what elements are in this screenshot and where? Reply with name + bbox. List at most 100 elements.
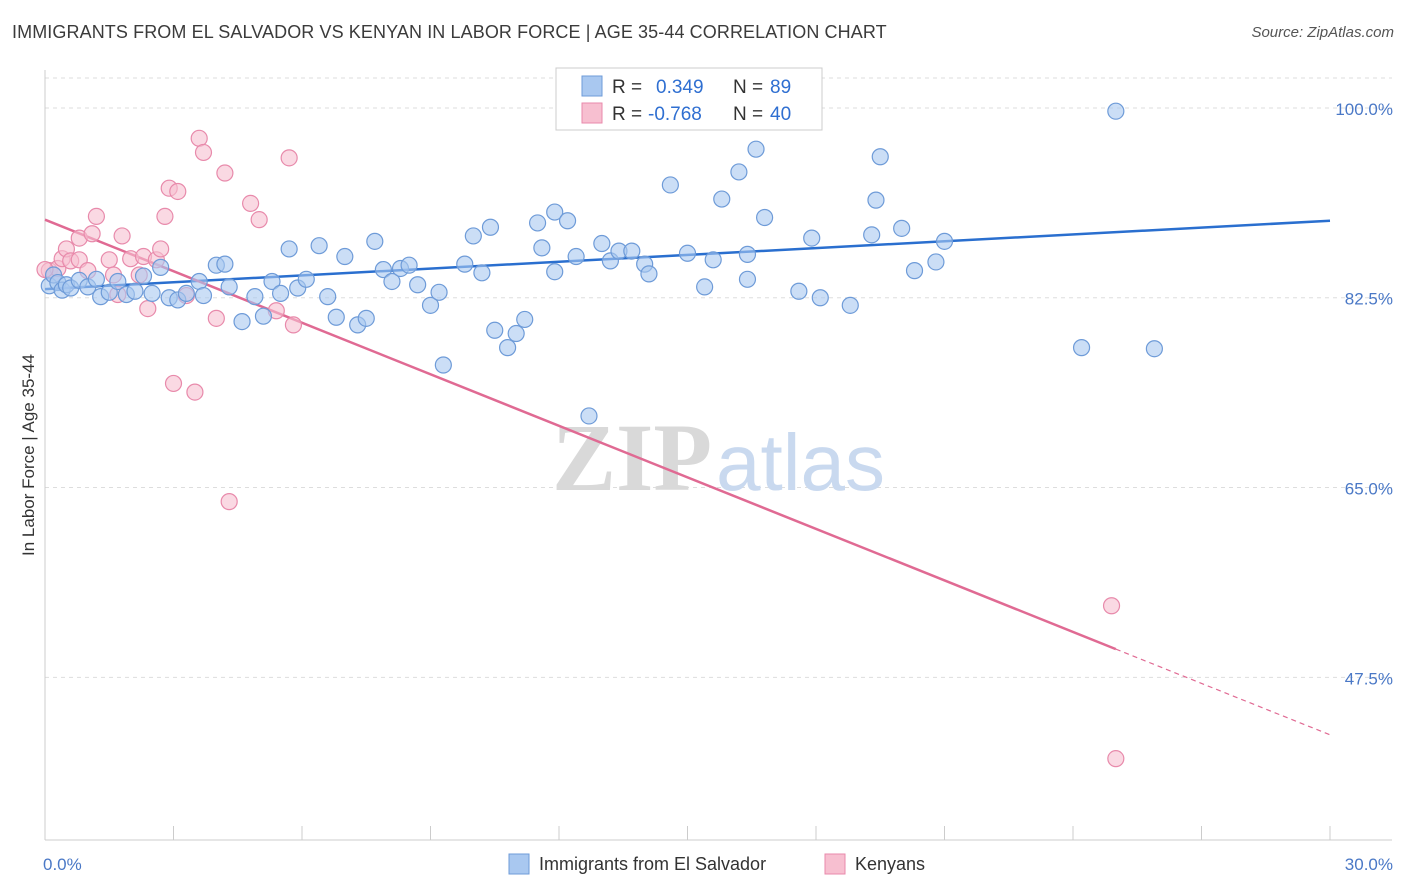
el-salvador-point: [421, 296, 440, 314]
el-salvador-point: [935, 232, 954, 250]
legend-blue-r-label: R =: [612, 77, 642, 98]
el-salvador-point: [109, 272, 127, 291]
kenyans-point: [87, 207, 106, 226]
el-salvador-point: [499, 339, 517, 357]
el-salvador-point: [546, 263, 564, 281]
legend-pink-swatch: [581, 102, 603, 124]
correlation-legend: R = 0.349 N = 89 R = -0.768 N = 40: [555, 67, 823, 131]
kenyans-point: [139, 299, 157, 318]
watermark-atlas: atlas: [716, 418, 885, 507]
el-salvador-point: [297, 270, 315, 288]
grid-lines: [45, 77, 1392, 678]
source-label: Source: ZipAtlas.com: [1251, 24, 1394, 41]
el-salvador-point: [374, 260, 392, 279]
kenyans-point: [1107, 750, 1125, 768]
kenyans-point: [250, 211, 268, 229]
legend-pink-r-value: -0.768: [648, 104, 702, 125]
kenyans-point: [216, 164, 234, 182]
el-salvador-point: [871, 148, 889, 166]
kenyans-point: [220, 493, 238, 511]
kenyans-point: [113, 227, 131, 245]
el-salvador-point: [280, 240, 298, 258]
x-tick-label: 0.0%: [43, 855, 82, 874]
kenyans-trend-extension: [1115, 648, 1331, 736]
el-salvador-point: [464, 227, 482, 245]
el-salvador-point: [533, 239, 551, 257]
el-salvador-point: [867, 191, 885, 209]
el-salvador-point: [713, 190, 731, 208]
el-salvador-point: [738, 270, 757, 288]
y-tick-label: 47.5%: [1345, 669, 1393, 688]
el-salvador-point: [194, 286, 213, 305]
kenyans-point: [83, 225, 101, 243]
kenyans-point: [152, 240, 170, 258]
el-salvador-point: [567, 247, 585, 266]
kenyans-point: [186, 383, 204, 401]
legend-blue-swatch: [581, 75, 603, 97]
y-tick-label: 82.5%: [1345, 290, 1393, 309]
watermark: ZIP atlas: [552, 404, 885, 511]
el-salvador-point: [863, 226, 881, 244]
el-salvador-point: [263, 272, 281, 291]
legend-pink-n-value: 40: [770, 104, 791, 125]
el-salvador-point: [747, 140, 765, 158]
series-legend: Immigrants from El Salvador Kenyans: [508, 853, 925, 875]
el-salvador-point: [473, 264, 491, 282]
bottom-legend-pink-swatch: [824, 853, 846, 875]
tick-labels: 100.0% 82.5% 65.0% 47.5% 0.0% 30.0%: [43, 100, 1393, 874]
el-salvador-point: [366, 232, 384, 250]
kenyans-point: [156, 207, 174, 226]
el-salvador-point: [383, 272, 401, 291]
kenyans-point: [169, 182, 187, 201]
kenyans-point: [242, 194, 260, 212]
chart-title: IMMIGRANTS FROM EL SALVADOR VS KENYAN IN…: [12, 22, 887, 42]
el-salvador-point: [927, 253, 945, 271]
legend-pink-n-label: N =: [733, 104, 763, 125]
el-salvador-point: [1145, 340, 1163, 358]
el-salvador-point: [400, 256, 418, 274]
el-salvador-point: [593, 234, 611, 253]
el-salvador-point: [580, 407, 598, 425]
el-salvador-point: [177, 284, 195, 303]
bottom-legend-blue-swatch: [508, 853, 530, 875]
el-salvador-point: [1107, 102, 1125, 120]
el-salvador-point: [430, 283, 448, 301]
legend-blue-r-value: 0.349: [656, 77, 704, 98]
el-salvador-point: [730, 163, 748, 181]
kenyans-point: [100, 251, 118, 269]
el-salvador-point: [409, 276, 427, 294]
el-salvador-point: [623, 242, 641, 260]
el-salvador-point: [233, 313, 251, 331]
el-salvador-point: [357, 309, 375, 327]
el-salvador-point: [434, 356, 452, 374]
trend-lines: [44, 218, 1331, 736]
el-salvador-point: [134, 267, 153, 285]
kenyans-point: [207, 309, 225, 327]
el-salvador-point: [271, 284, 290, 303]
el-salvador-point: [1072, 339, 1091, 357]
kenyans-point: [284, 316, 303, 334]
el-salvador-point: [486, 321, 504, 339]
el-salvador-point: [661, 176, 679, 194]
el-salvador-points: [40, 102, 1163, 425]
el-salvador-point: [803, 229, 821, 247]
el-salvador-point: [811, 289, 829, 307]
watermark-zip: ZIP: [552, 404, 712, 511]
el-salvador-point: [126, 282, 144, 300]
el-salvador-point: [678, 244, 697, 262]
el-salvador-point: [143, 284, 161, 303]
el-salvador-point: [481, 218, 500, 236]
el-salvador-point: [507, 324, 525, 343]
el-salvador-point: [841, 296, 859, 314]
legend-blue-n-label: N =: [733, 77, 763, 98]
el-salvador-point: [704, 251, 722, 269]
kenyans-point: [194, 143, 213, 162]
el-salvador-point: [905, 262, 924, 280]
el-salvador-point: [546, 203, 564, 221]
y-tick-label: 65.0%: [1345, 480, 1393, 499]
el-salvador-point: [246, 288, 264, 306]
kenyans-point: [280, 149, 298, 167]
bottom-legend-pink-label: Kenyans: [855, 854, 925, 874]
kenyans-point: [1102, 597, 1121, 615]
el-salvador-point: [738, 245, 757, 263]
